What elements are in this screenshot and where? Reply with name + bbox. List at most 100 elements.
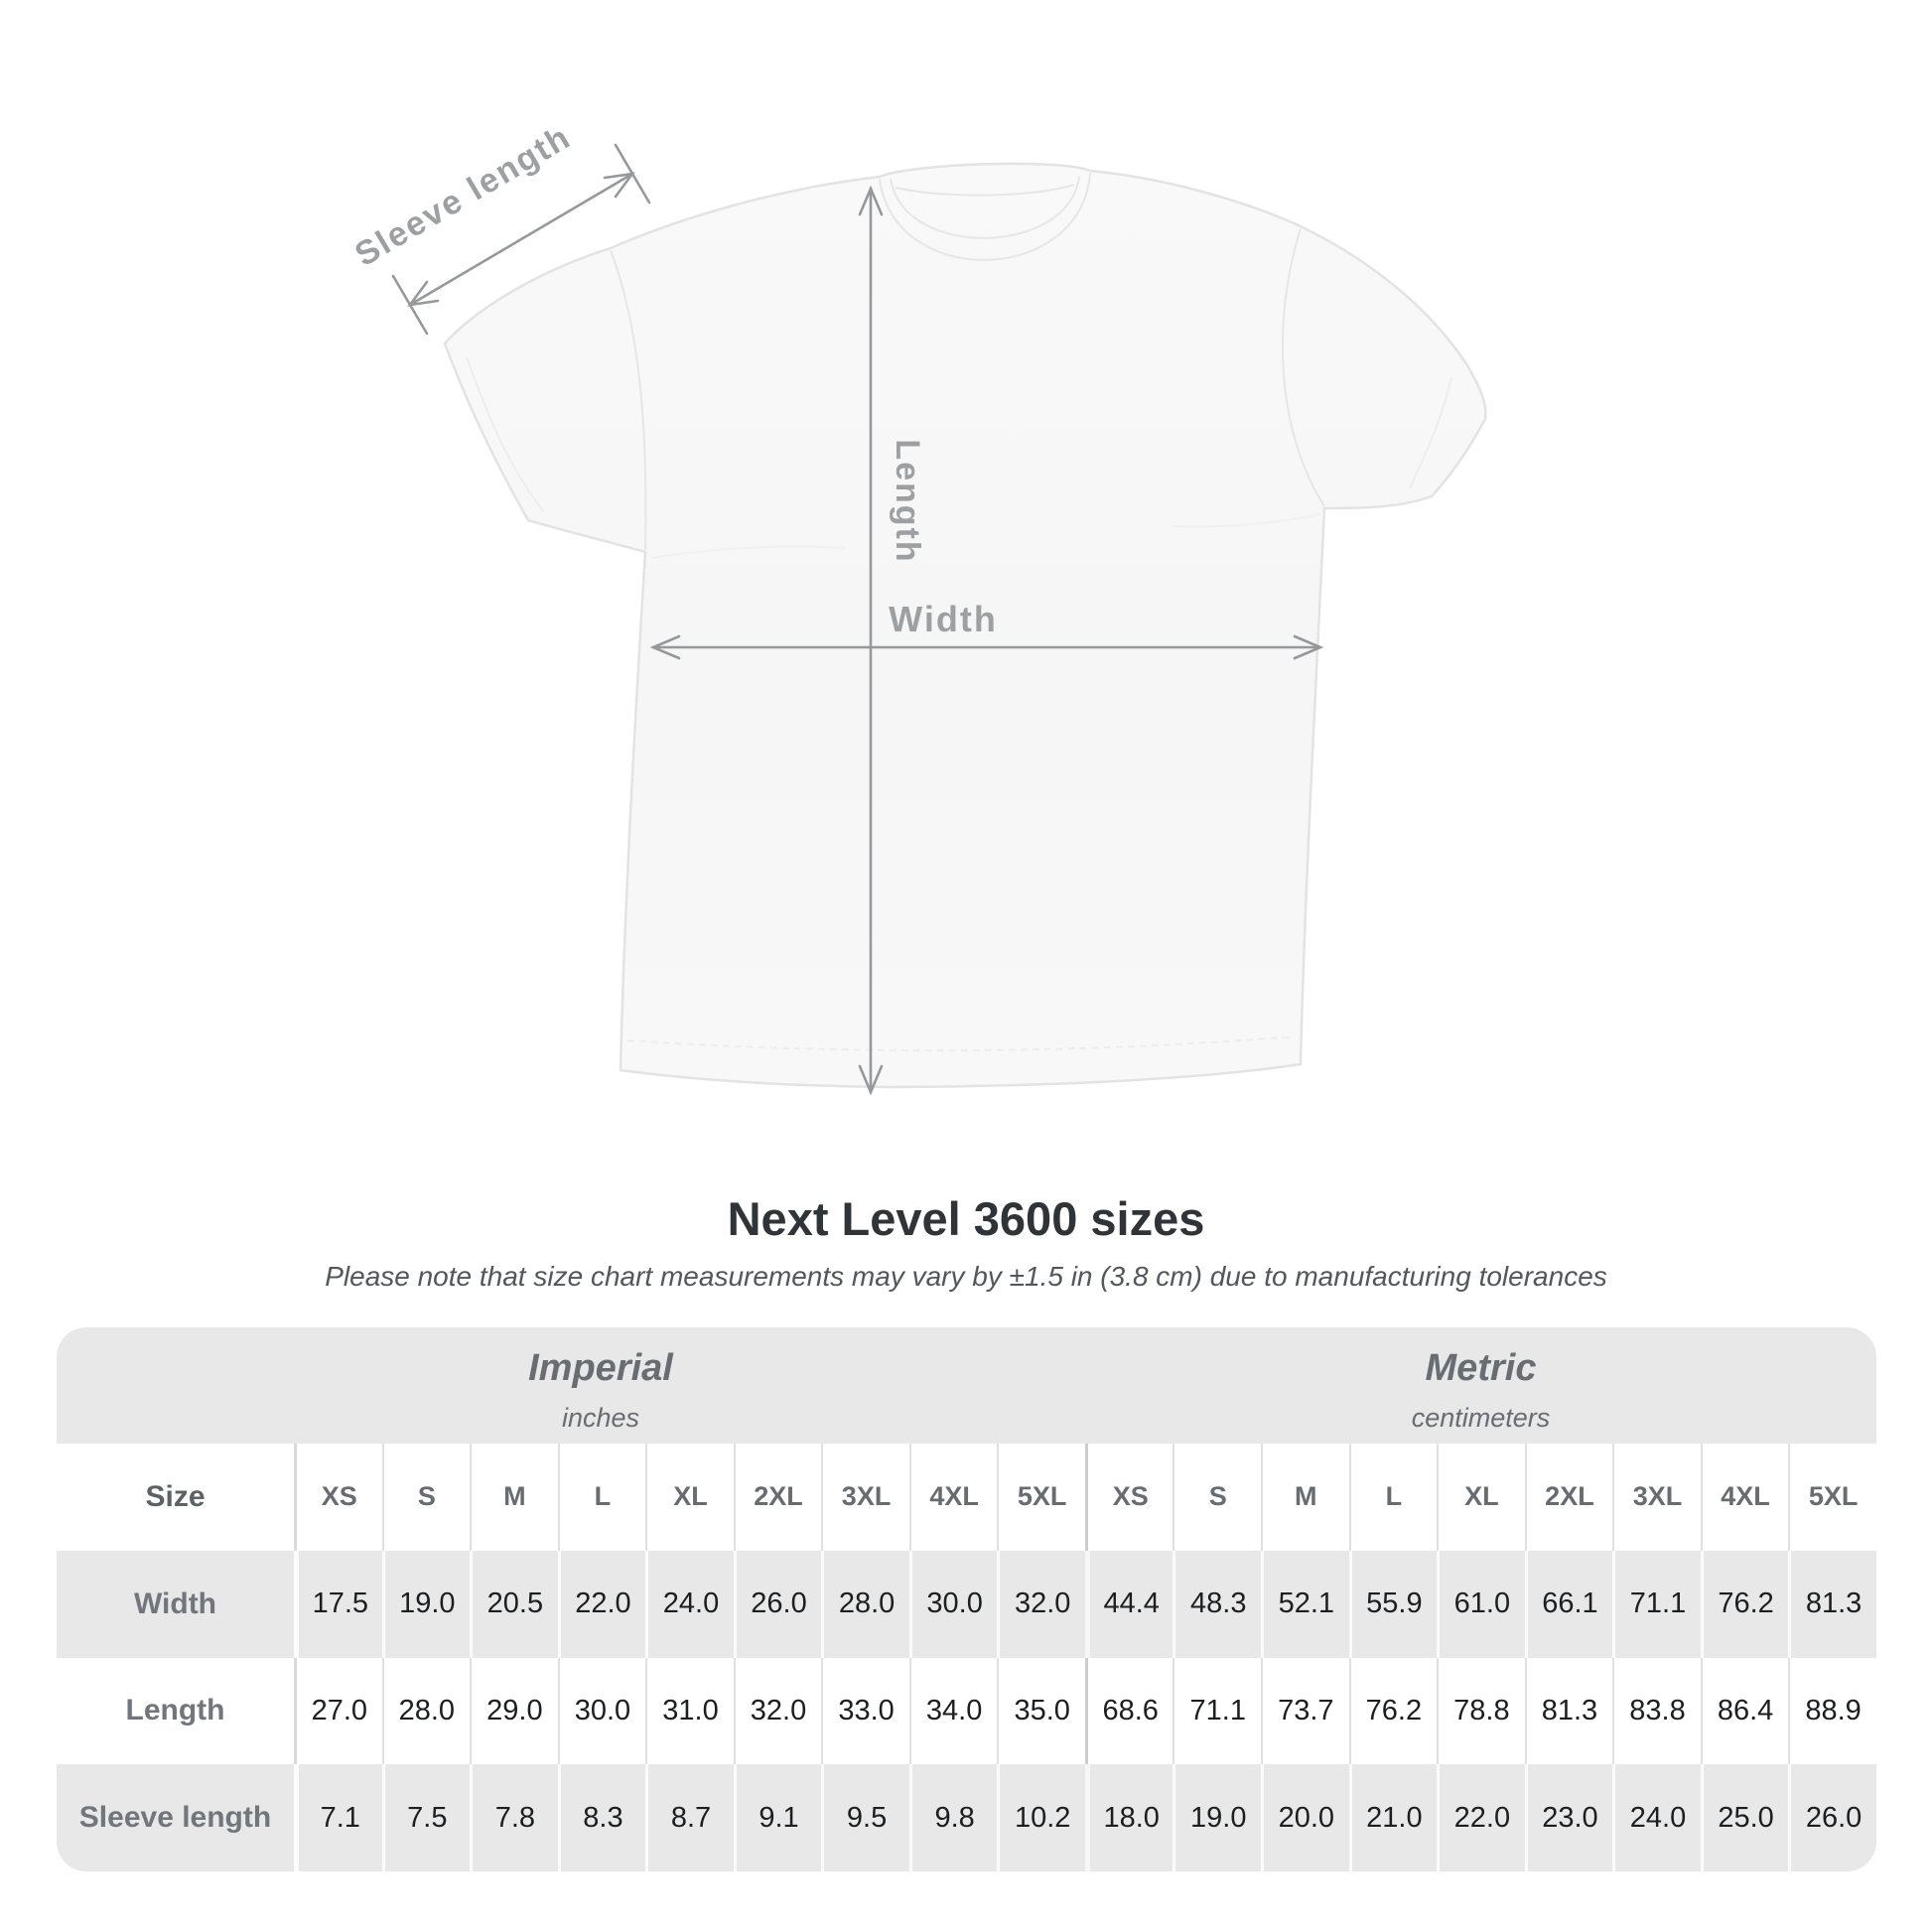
cell-sleeve-length-imperial-xl: 8.7 <box>645 1764 734 1871</box>
cell-width-metric-xs: 44.4 <box>1084 1550 1173 1658</box>
cell-sleeve-length-imperial-xs: 7.1 <box>294 1764 382 1871</box>
cell-width-metric-5xl: 81.3 <box>1788 1550 1876 1658</box>
cell-width-imperial-5xl: 32.0 <box>997 1550 1085 1658</box>
size-col-imperial-3xl: 3XL <box>821 1444 909 1551</box>
size-col-imperial-s: S <box>381 1444 471 1551</box>
cell-sleeve-length-imperial-l: 8.3 <box>557 1764 646 1871</box>
cell-sleeve-length-imperial-2xl: 9.1 <box>733 1764 822 1871</box>
size-col-imperial-5xl: 5XL <box>997 1444 1085 1551</box>
tolerance-note: Please note that size chart measurements… <box>325 1261 1607 1292</box>
size-col-imperial-xl: XL <box>645 1444 734 1551</box>
metric-title: Metric <box>1425 1347 1537 1389</box>
cell-length-metric-5xl: 88.9 <box>1788 1657 1876 1765</box>
length-dimension: Length <box>858 185 926 1096</box>
cell-width-imperial-m: 20.5 <box>470 1550 558 1658</box>
cell-sleeve-length-metric-l: 21.0 <box>1348 1764 1438 1871</box>
size-col-imperial-4xl: 4XL <box>908 1444 998 1551</box>
cell-width-metric-2xl: 66.1 <box>1524 1550 1613 1658</box>
tshirt-illustration <box>443 162 1487 1089</box>
cell-width-metric-3xl: 71.1 <box>1612 1550 1701 1658</box>
cell-sleeve-length-metric-3xl: 24.0 <box>1612 1764 1701 1871</box>
row-label-sleeve-length: Sleeve length <box>78 1801 272 1835</box>
metric-unit: centimeters <box>1411 1403 1551 1433</box>
cell-sleeve-length-metric-xl: 22.0 <box>1437 1764 1525 1871</box>
cell-sleeve-length-metric-m: 20.0 <box>1261 1764 1349 1871</box>
extension-tick <box>391 274 429 336</box>
width-dimension: Width <box>649 599 1324 660</box>
cell-sleeve-length-imperial-s: 7.5 <box>381 1764 471 1871</box>
size-col-metric-4xl: 4XL <box>1700 1444 1789 1551</box>
size-col-metric-s: S <box>1173 1444 1261 1551</box>
cell-width-imperial-s: 19.0 <box>381 1550 471 1658</box>
cell-length-metric-3xl: 83.8 <box>1612 1657 1701 1765</box>
cell-length-imperial-xs: 27.0 <box>294 1657 382 1765</box>
size-col-metric-xl: XL <box>1437 1444 1525 1551</box>
cell-length-imperial-4xl: 34.0 <box>908 1657 998 1765</box>
cell-length-metric-s: 71.1 <box>1173 1657 1261 1765</box>
cell-length-imperial-l: 30.0 <box>557 1657 646 1765</box>
cell-width-imperial-l: 22.0 <box>557 1550 646 1658</box>
cell-sleeve-length-metric-2xl: 23.0 <box>1524 1764 1613 1871</box>
cell-width-metric-l: 55.9 <box>1348 1550 1438 1658</box>
size-col-metric-2xl: 2XL <box>1524 1444 1613 1551</box>
cell-sleeve-length-imperial-5xl: 10.2 <box>997 1764 1085 1871</box>
cell-length-metric-m: 73.7 <box>1261 1657 1349 1765</box>
width-label: Width <box>889 599 998 639</box>
cell-length-metric-l: 76.2 <box>1348 1657 1438 1765</box>
cell-width-metric-xl: 61.0 <box>1437 1550 1525 1658</box>
cell-length-imperial-m: 29.0 <box>470 1657 558 1765</box>
cell-sleeve-length-metric-5xl: 26.0 <box>1788 1764 1876 1871</box>
size-col-metric-5xl: 5XL <box>1788 1444 1876 1551</box>
sleeve-length-label: Sleeve length <box>348 118 578 274</box>
page-title: Next Level 3600 sizes <box>727 1192 1205 1245</box>
unit-header-band: Imperial inches Metric centimeters <box>57 1327 1876 1444</box>
size-col-metric-3xl: 3XL <box>1612 1444 1701 1551</box>
size-header-row: Size XS S M L XL 2XL 3XL 4XL 5XL XS S M L XL 2XL 3XL 4XL… <box>57 1444 1876 1551</box>
metric-header: Metric centimeters <box>1085 1327 1876 1444</box>
cell-length-imperial-xl: 31.0 <box>645 1657 734 1765</box>
row-label-width: Width <box>133 1587 217 1620</box>
size-table: Imperial inches Metric centimeters Size … <box>57 1327 1876 1871</box>
cell-width-metric-4xl: 76.2 <box>1700 1550 1789 1658</box>
cell-width-imperial-xs: 17.5 <box>294 1550 382 1658</box>
imperial-header: Imperial inches <box>57 1327 1085 1444</box>
size-row-label: Size <box>145 1479 206 1513</box>
cell-length-imperial-2xl: 32.0 <box>733 1657 822 1765</box>
cell-sleeve-length-metric-xs: 18.0 <box>1084 1764 1173 1871</box>
cell-length-imperial-3xl: 33.0 <box>821 1657 909 1765</box>
imperial-title: Imperial <box>528 1347 673 1389</box>
cell-sleeve-length-imperial-4xl: 9.8 <box>908 1764 998 1871</box>
tshirt-measurement-diagram: Sleeve length Length Width <box>348 118 1487 1096</box>
cell-length-metric-xl: 78.8 <box>1437 1657 1525 1765</box>
extension-tick <box>614 143 651 205</box>
cell-width-imperial-3xl: 28.0 <box>821 1550 909 1658</box>
table-row-length: Length 27.0 28.0 29.0 30.0 31.0 32.0 33.0 34.0 35… <box>57 1657 1876 1765</box>
table-row-width: Width 17.5 19.0 20.5 22.0 24.0 26.0 28.0 30.0 32.… <box>57 1550 1876 1658</box>
cell-length-metric-4xl: 86.4 <box>1700 1657 1789 1765</box>
cell-length-metric-xs: 68.6 <box>1084 1657 1173 1765</box>
cell-width-imperial-2xl: 26.0 <box>733 1550 822 1658</box>
size-col-imperial-m: M <box>470 1444 558 1551</box>
cell-sleeve-length-imperial-m: 7.8 <box>470 1764 558 1871</box>
cell-length-imperial-s: 28.0 <box>381 1657 471 1765</box>
imperial-unit: inches <box>561 1403 640 1433</box>
length-label: Length <box>889 439 926 563</box>
size-col-imperial-2xl: 2XL <box>733 1444 822 1551</box>
cell-sleeve-length-metric-4xl: 25.0 <box>1700 1764 1789 1871</box>
cell-width-metric-s: 48.3 <box>1173 1550 1261 1658</box>
cell-length-imperial-5xl: 35.0 <box>997 1657 1085 1765</box>
size-col-imperial-l: L <box>557 1444 646 1551</box>
cell-width-imperial-xl: 24.0 <box>645 1550 734 1658</box>
size-col-metric-m: M <box>1261 1444 1349 1551</box>
row-label-length: Length <box>125 1694 225 1727</box>
cell-sleeve-length-metric-s: 19.0 <box>1173 1764 1261 1871</box>
table-row-sleeve-length: Sleeve length 7.1 7.5 7.8 8.3 8.7 9.1 9.5 9.8 10.… <box>57 1764 1876 1871</box>
tshirt-collar <box>879 172 1091 261</box>
cell-sleeve-length-imperial-3xl: 9.5 <box>821 1764 909 1871</box>
cell-length-metric-2xl: 81.3 <box>1524 1657 1613 1765</box>
size-col-imperial-xs: XS <box>294 1444 382 1551</box>
cell-width-imperial-4xl: 30.0 <box>908 1550 998 1658</box>
cell-width-metric-m: 52.1 <box>1261 1550 1349 1658</box>
size-col-metric-l: L <box>1348 1444 1438 1551</box>
